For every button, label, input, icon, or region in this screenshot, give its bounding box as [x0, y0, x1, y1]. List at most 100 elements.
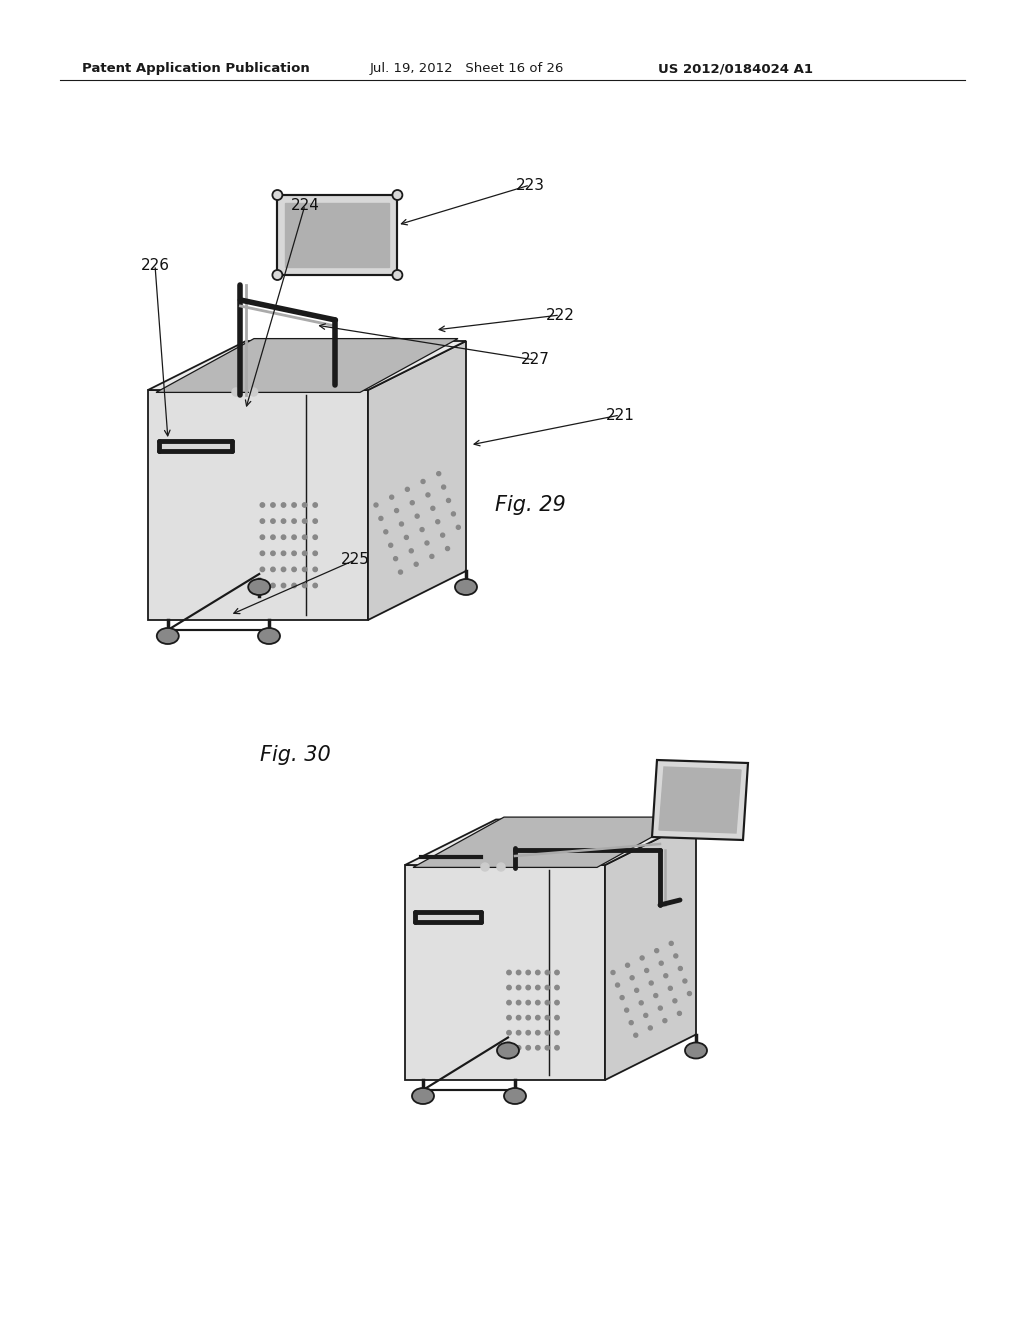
Circle shape	[313, 552, 317, 556]
Circle shape	[536, 1045, 540, 1049]
Circle shape	[621, 995, 624, 999]
Circle shape	[393, 557, 397, 561]
Circle shape	[507, 985, 511, 990]
Circle shape	[270, 583, 275, 587]
Circle shape	[629, 1020, 633, 1024]
Circle shape	[658, 1006, 663, 1010]
Circle shape	[516, 1015, 521, 1020]
Circle shape	[313, 503, 317, 507]
Polygon shape	[413, 817, 688, 867]
Polygon shape	[148, 341, 466, 389]
Circle shape	[516, 1001, 521, 1005]
Circle shape	[292, 519, 296, 523]
Circle shape	[313, 568, 317, 572]
Circle shape	[392, 271, 402, 280]
Circle shape	[536, 970, 540, 974]
Circle shape	[555, 1045, 559, 1049]
Circle shape	[272, 271, 283, 280]
Circle shape	[426, 492, 430, 496]
Polygon shape	[148, 389, 368, 620]
Circle shape	[664, 974, 668, 978]
Circle shape	[526, 1031, 530, 1035]
Circle shape	[674, 954, 678, 958]
Circle shape	[436, 471, 440, 475]
Circle shape	[481, 863, 489, 871]
Circle shape	[270, 503, 275, 507]
Circle shape	[555, 985, 559, 990]
Circle shape	[282, 552, 286, 556]
Circle shape	[648, 1026, 652, 1030]
Circle shape	[644, 1014, 648, 1018]
Circle shape	[302, 568, 307, 572]
Circle shape	[302, 583, 307, 587]
Polygon shape	[368, 341, 466, 620]
Circle shape	[313, 583, 317, 587]
Circle shape	[516, 970, 521, 974]
Circle shape	[414, 562, 418, 566]
Ellipse shape	[497, 1043, 519, 1059]
Circle shape	[497, 863, 505, 871]
Ellipse shape	[258, 628, 280, 644]
Circle shape	[678, 1011, 681, 1015]
Ellipse shape	[157, 628, 179, 644]
Circle shape	[555, 970, 559, 974]
Circle shape	[663, 1019, 667, 1023]
Circle shape	[384, 529, 388, 533]
Circle shape	[292, 583, 296, 587]
Circle shape	[526, 970, 530, 974]
Text: US 2012/0184024 A1: US 2012/0184024 A1	[658, 62, 813, 75]
Circle shape	[555, 1001, 559, 1005]
Circle shape	[640, 956, 644, 960]
Circle shape	[270, 535, 275, 540]
Polygon shape	[286, 203, 389, 267]
Circle shape	[516, 1045, 521, 1049]
Circle shape	[302, 519, 307, 523]
Ellipse shape	[248, 579, 270, 595]
Ellipse shape	[685, 1043, 707, 1059]
Circle shape	[678, 966, 682, 970]
Circle shape	[445, 546, 450, 550]
Circle shape	[545, 985, 550, 990]
Circle shape	[302, 535, 307, 540]
Circle shape	[410, 549, 414, 553]
Circle shape	[260, 552, 264, 556]
Circle shape	[270, 568, 275, 572]
Circle shape	[292, 568, 296, 572]
Circle shape	[421, 479, 425, 483]
Circle shape	[440, 533, 444, 537]
Circle shape	[516, 1031, 521, 1035]
Circle shape	[526, 1001, 530, 1005]
Text: 225: 225	[341, 553, 370, 568]
Circle shape	[282, 568, 286, 572]
Circle shape	[625, 1008, 629, 1012]
Polygon shape	[415, 912, 481, 923]
Circle shape	[232, 388, 240, 396]
Circle shape	[654, 949, 658, 953]
Circle shape	[420, 528, 424, 532]
Circle shape	[615, 983, 620, 987]
Polygon shape	[156, 339, 458, 392]
Circle shape	[526, 985, 530, 990]
Polygon shape	[659, 767, 741, 833]
Circle shape	[425, 541, 429, 545]
Circle shape	[404, 536, 409, 540]
Circle shape	[302, 503, 307, 507]
Circle shape	[282, 535, 286, 540]
Circle shape	[526, 1045, 530, 1049]
Circle shape	[626, 964, 630, 968]
Circle shape	[392, 190, 402, 201]
Circle shape	[653, 994, 657, 998]
Circle shape	[272, 190, 283, 201]
Ellipse shape	[412, 1088, 434, 1104]
Circle shape	[536, 1015, 540, 1020]
Circle shape	[260, 503, 264, 507]
Text: 221: 221	[605, 408, 635, 422]
Circle shape	[507, 1045, 511, 1049]
Text: 222: 222	[546, 308, 574, 322]
Circle shape	[545, 1001, 550, 1005]
Circle shape	[390, 495, 393, 499]
Circle shape	[673, 999, 677, 1003]
Circle shape	[635, 989, 639, 993]
Circle shape	[260, 568, 264, 572]
Circle shape	[431, 507, 435, 511]
